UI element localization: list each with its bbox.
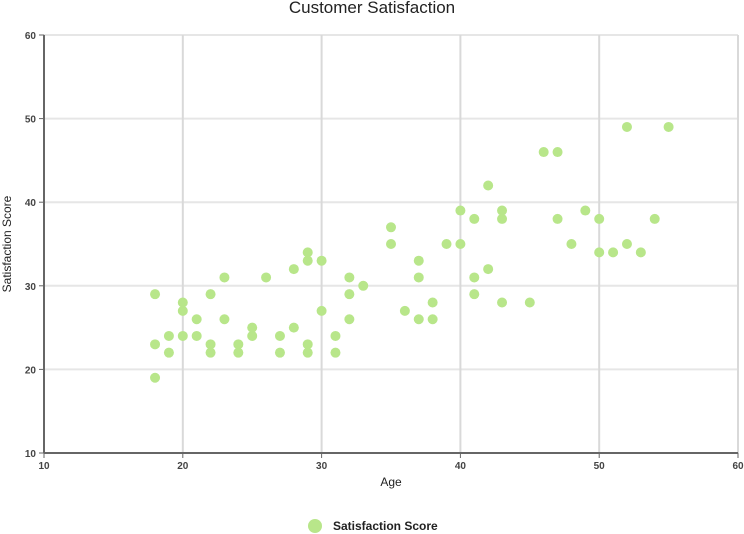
data-point[interactable] <box>427 297 438 308</box>
data-point[interactable] <box>274 330 285 341</box>
y-tick-label: 10 <box>25 449 37 460</box>
data-point[interactable] <box>233 347 244 358</box>
x-axis-label: Age <box>380 475 402 489</box>
data-point[interactable] <box>302 247 313 258</box>
data-point[interactable] <box>302 347 313 358</box>
data-point[interactable] <box>413 314 424 325</box>
data-point[interactable] <box>469 272 480 283</box>
data-point[interactable] <box>205 339 216 350</box>
data-point[interactable] <box>205 347 216 358</box>
legend-label: Satisfaction Score <box>333 519 438 533</box>
x-tick-label: 40 <box>455 461 467 472</box>
x-tick-label: 60 <box>732 461 744 472</box>
data-point[interactable] <box>150 372 161 383</box>
data-point[interactable] <box>163 347 174 358</box>
data-point[interactable] <box>663 121 674 132</box>
data-point[interactable] <box>552 147 563 158</box>
data-point[interactable] <box>608 247 619 258</box>
data-point[interactable] <box>233 339 244 350</box>
data-point[interactable] <box>594 213 605 224</box>
data-point[interactable] <box>621 239 632 249</box>
chart-title: Customer Satisfaction <box>289 0 455 17</box>
data-point[interactable] <box>399 305 410 316</box>
axes: 10 20 30 40 50 60 10 20 30 40 50 60 <box>25 31 744 472</box>
data-point[interactable] <box>344 289 355 300</box>
data-point[interactable] <box>344 272 355 283</box>
data-point[interactable] <box>261 272 272 283</box>
data-point[interactable] <box>219 314 230 325</box>
data-point[interactable] <box>455 205 466 216</box>
data-point[interactable] <box>524 297 535 308</box>
data-point[interactable] <box>358 280 369 291</box>
data-point[interactable] <box>191 330 202 341</box>
data-point[interactable] <box>566 239 577 249</box>
data-point[interactable] <box>316 305 327 316</box>
legend-marker-icon <box>308 519 322 533</box>
data-point[interactable] <box>427 314 438 325</box>
data-point[interactable] <box>413 272 424 283</box>
data-point[interactable] <box>635 247 646 258</box>
data-point[interactable] <box>413 255 424 266</box>
data-point[interactable] <box>177 297 188 308</box>
data-point[interactable] <box>274 347 285 358</box>
y-tick-label: 40 <box>25 198 37 209</box>
grid-lines <box>44 34 739 453</box>
data-point[interactable] <box>302 255 313 266</box>
x-tick-label: 20 <box>177 461 189 472</box>
y-tick-label: 30 <box>25 282 37 293</box>
x-tick-label: 30 <box>316 461 328 472</box>
data-point[interactable] <box>621 121 632 132</box>
data-point[interactable] <box>247 330 258 341</box>
data-point[interactable] <box>552 213 563 224</box>
data-point[interactable] <box>386 222 396 233</box>
y-tick-label: 20 <box>25 365 37 376</box>
data-point[interactable] <box>649 213 660 224</box>
data-point[interactable] <box>594 247 605 258</box>
data-point[interactable] <box>483 264 494 275</box>
data-points <box>150 121 674 383</box>
data-point[interactable] <box>497 213 508 224</box>
data-point[interactable] <box>247 322 258 333</box>
data-point[interactable] <box>344 314 355 325</box>
data-point[interactable] <box>163 330 174 341</box>
data-point[interactable] <box>538 147 549 158</box>
data-point[interactable] <box>177 305 188 316</box>
data-point[interactable] <box>302 339 313 350</box>
y-tick-label: 50 <box>25 115 37 126</box>
data-point[interactable] <box>441 239 452 249</box>
data-point[interactable] <box>219 272 230 283</box>
data-point[interactable] <box>150 339 161 350</box>
legend[interactable]: Satisfaction Score <box>308 519 438 533</box>
data-point[interactable] <box>330 347 341 358</box>
x-tick-label: 10 <box>38 461 50 472</box>
y-tick-label: 60 <box>25 31 37 42</box>
data-point[interactable] <box>386 239 396 249</box>
data-point[interactable] <box>288 264 299 275</box>
data-point[interactable] <box>469 213 480 224</box>
data-point[interactable] <box>150 289 161 300</box>
data-point[interactable] <box>205 289 216 300</box>
data-point[interactable] <box>316 255 327 266</box>
y-axis-label: Satisfaction Score <box>0 195 14 292</box>
data-point[interactable] <box>497 205 508 216</box>
data-point[interactable] <box>455 239 466 249</box>
data-point[interactable] <box>330 330 341 341</box>
data-point[interactable] <box>288 322 299 333</box>
data-point[interactable] <box>483 180 494 191</box>
data-point[interactable] <box>580 205 591 216</box>
data-point[interactable] <box>497 297 508 308</box>
data-point[interactable] <box>191 314 202 325</box>
x-tick-label: 50 <box>594 461 606 472</box>
data-point[interactable] <box>469 289 480 300</box>
data-point[interactable] <box>177 330 188 341</box>
